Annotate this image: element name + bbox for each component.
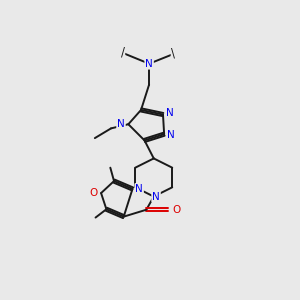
Text: N: N (167, 130, 175, 140)
Text: N: N (117, 119, 125, 129)
Text: N: N (135, 184, 143, 194)
Text: /: / (121, 46, 124, 59)
Text: N: N (166, 108, 173, 118)
Text: O: O (89, 188, 98, 198)
Text: O: O (173, 205, 181, 215)
Text: O: O (89, 188, 98, 198)
Text: N: N (152, 191, 160, 202)
Text: \: \ (171, 47, 176, 60)
Text: O: O (173, 205, 181, 215)
Text: N: N (117, 119, 125, 129)
Text: N: N (167, 130, 175, 140)
Text: N: N (145, 59, 153, 69)
Text: N: N (135, 184, 143, 194)
Text: N: N (152, 191, 160, 202)
Text: N: N (166, 108, 173, 118)
Text: N: N (145, 59, 153, 69)
